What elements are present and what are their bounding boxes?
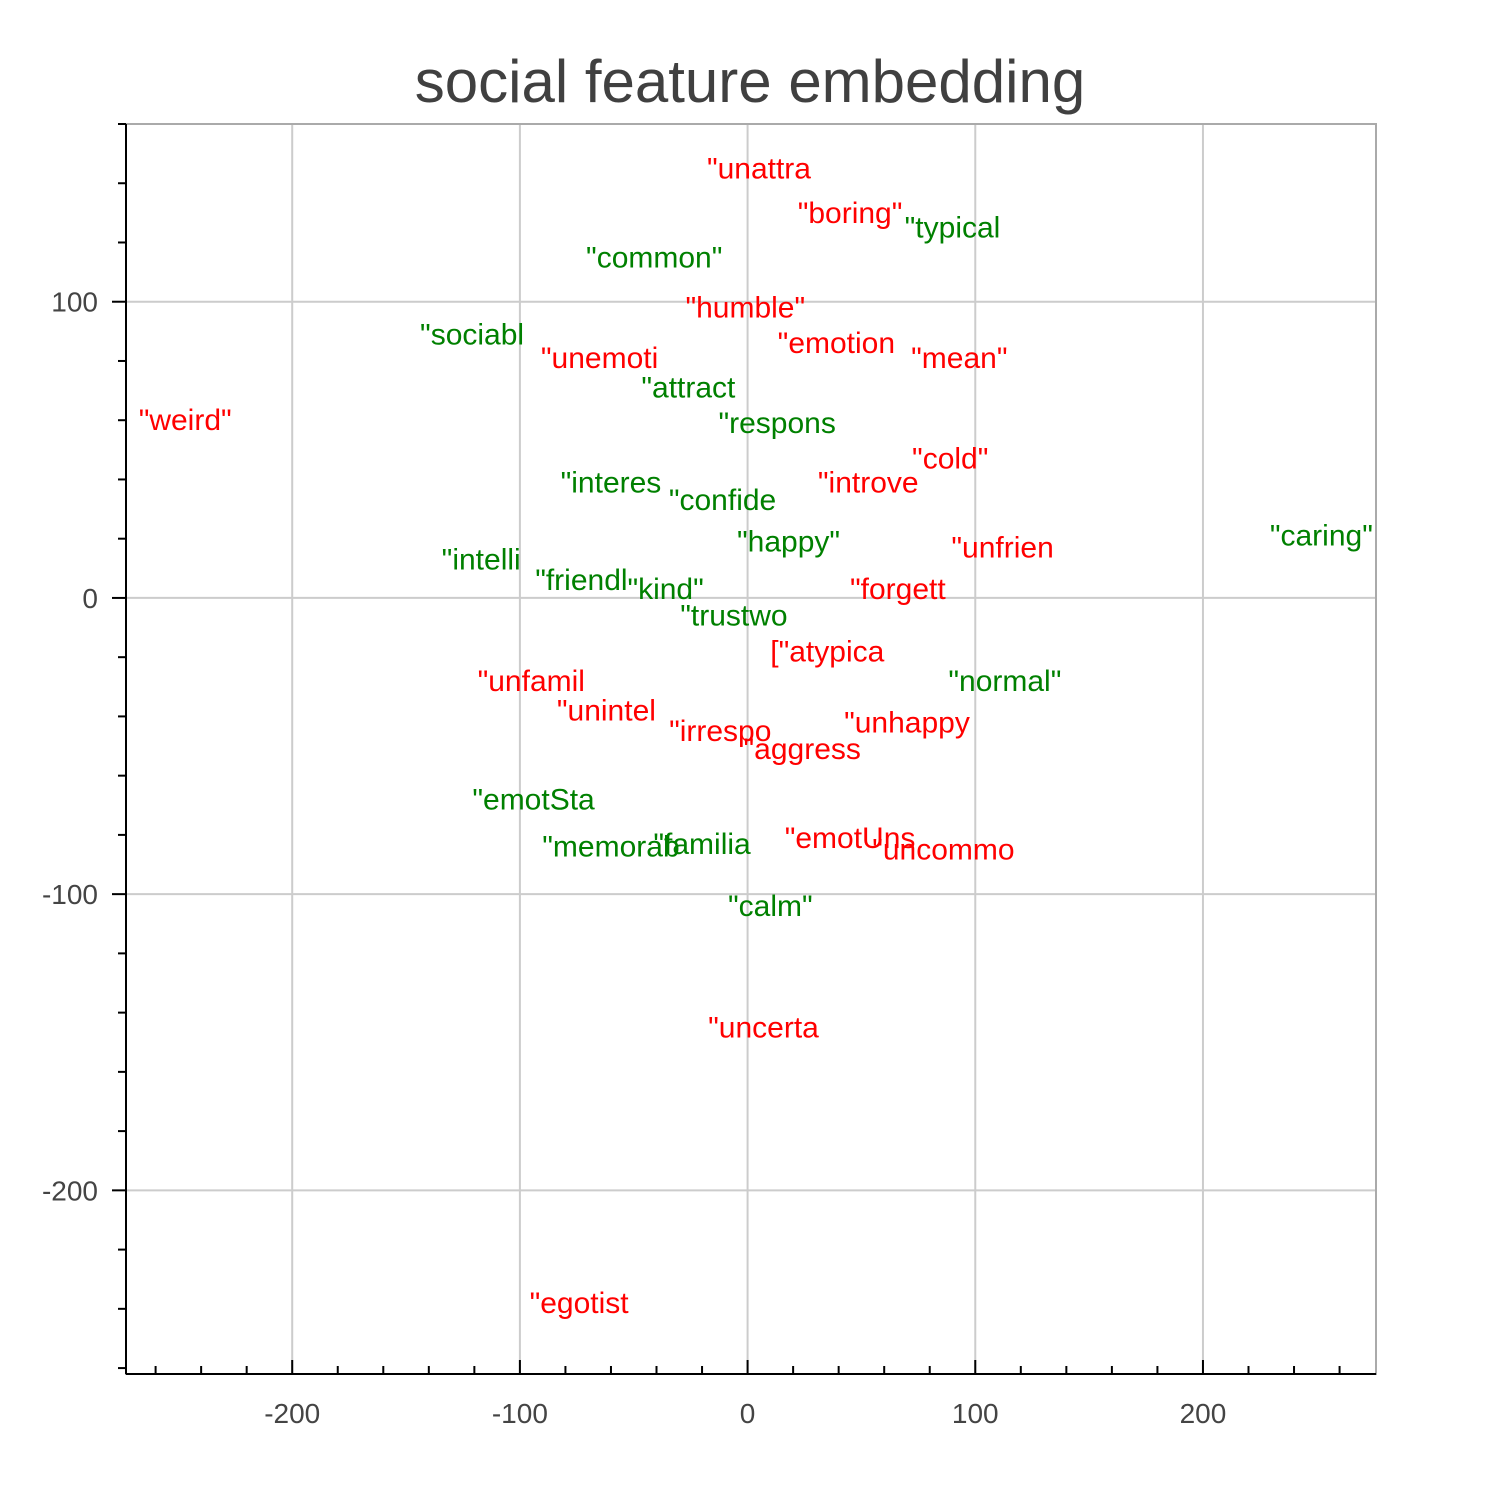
- point-label: "unintel: [557, 694, 656, 727]
- point-label: "mean": [911, 342, 1007, 375]
- point-label: "happy": [737, 526, 840, 559]
- point-label: "common": [586, 241, 722, 274]
- point-label: "familia: [653, 828, 751, 861]
- x-tick-label: 100: [952, 1398, 999, 1429]
- y-tick-label: 0: [82, 583, 98, 614]
- point-label: "memorab: [542, 831, 679, 864]
- point-label: "humble": [685, 292, 805, 325]
- point-label: "calm": [728, 890, 813, 923]
- point-label: "friendl: [535, 564, 627, 597]
- point-label: "weird": [139, 404, 232, 437]
- point-label: "introve: [818, 466, 919, 499]
- point-label: "typical: [905, 212, 1001, 245]
- point-label: "forgett: [850, 573, 946, 606]
- x-tick-label: -200: [264, 1398, 320, 1429]
- y-tick-label: 100: [51, 287, 98, 318]
- point-label: "unfamil: [478, 665, 585, 698]
- point-label: "caring": [1270, 520, 1373, 553]
- point-label: "aggress: [744, 733, 861, 766]
- point-label: ["atypica: [770, 635, 884, 668]
- point-label: "intelli: [442, 543, 521, 576]
- point-label: "attract: [641, 372, 736, 405]
- point-label: "irrespo: [669, 715, 771, 748]
- point-label: "unattra: [707, 152, 811, 185]
- point-label: "kind": [627, 573, 703, 606]
- point-label: "cold": [912, 443, 988, 476]
- point-label: "emotion: [778, 327, 895, 360]
- grid-lines: [126, 124, 1376, 1374]
- point-label: "unfrien: [951, 532, 1053, 565]
- point-label: "unhappy: [844, 706, 970, 739]
- y-tick-label: -200: [42, 1175, 98, 1206]
- point-label: "respons: [718, 407, 835, 440]
- point-label: "normal": [948, 665, 1061, 698]
- point-label: "sociabl: [420, 318, 524, 351]
- axis-ticks: -200 -100 0 100 200 100 0 -100 -200: [42, 123, 1341, 1429]
- point-label: "interes: [561, 466, 662, 499]
- point-label: "confide: [669, 484, 776, 517]
- point-label: "emotSta: [472, 783, 595, 816]
- point-labels: "unattra "boring" "typical "common" "humble"…: [139, 152, 1373, 1319]
- point-label: "trustwo: [680, 600, 787, 633]
- point-label: "uncommo: [872, 834, 1014, 867]
- y-tick-label: -100: [42, 879, 98, 910]
- x-tick-label: 0: [740, 1398, 756, 1429]
- x-tick-label: -100: [492, 1398, 548, 1429]
- x-tick-label: 200: [1180, 1398, 1227, 1429]
- chart-title: social feature embedding: [415, 48, 1085, 115]
- point-label: "egotist: [530, 1287, 630, 1320]
- point-label: "uncerta: [708, 1011, 819, 1044]
- point-label: "boring": [798, 197, 903, 230]
- point-label: "unemoti: [541, 342, 658, 375]
- point-label: "emotUns: [785, 822, 916, 855]
